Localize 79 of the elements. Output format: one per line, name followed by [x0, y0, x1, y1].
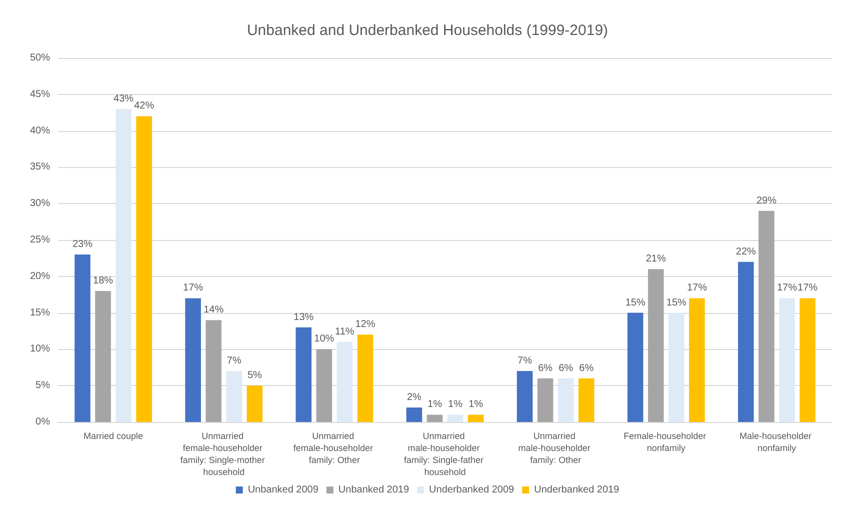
data-label: 14%	[204, 304, 224, 316]
y-tick-label: 15%	[30, 307, 50, 318]
bar	[185, 298, 201, 422]
data-label: 15%	[666, 297, 687, 308]
y-tick-label: 10%	[30, 344, 50, 355]
bar	[627, 312, 644, 422]
bar	[738, 262, 754, 422]
bar	[800, 298, 816, 422]
bar	[537, 378, 554, 422]
bar	[758, 210, 774, 422]
bar	[116, 108, 132, 422]
x-tick-label: Female-householder nonfamily	[624, 431, 709, 453]
data-label: 17%	[686, 282, 708, 294]
y-tick-label: 30%	[30, 198, 50, 210]
x-tick-label: Male-householder nonfamily	[739, 431, 814, 453]
y-tick-label: 20%	[30, 270, 50, 282]
y-tick-label: 0%	[36, 416, 50, 428]
bar	[316, 349, 332, 422]
data-label: 1%	[468, 399, 484, 410]
legend-label: Underbanked 2019	[534, 484, 620, 496]
data-label: 43%	[114, 93, 134, 104]
bar	[357, 334, 374, 422]
data-label: 21%	[646, 254, 666, 265]
y-tick-label: 35%	[30, 162, 50, 173]
bar	[689, 298, 705, 422]
data-label: 1%	[428, 399, 442, 410]
y-tick-label: 5%	[36, 380, 50, 392]
bar	[296, 327, 312, 422]
legend-label: Unbanked 2009	[248, 484, 319, 496]
data-label: 1%	[448, 399, 463, 410]
bar	[336, 342, 353, 422]
bar	[447, 414, 464, 422]
data-label: 11%	[335, 326, 354, 338]
data-label: 5%	[247, 370, 262, 382]
bar	[95, 290, 111, 422]
data-label: 7%	[518, 356, 532, 367]
y-tick-label: 40%	[30, 125, 50, 136]
y-tick-label: 50%	[30, 52, 50, 64]
bar	[648, 269, 664, 422]
chart-title: Unbanked and Underbanked Households (1999-2019)	[246, 22, 608, 39]
data-label: 15%	[625, 297, 646, 308]
data-label: 17%	[183, 282, 204, 294]
y-tick-label: 45%	[30, 88, 50, 100]
bar	[468, 414, 484, 422]
bar	[226, 371, 242, 422]
bar	[246, 386, 263, 422]
data-label: 17%	[776, 282, 798, 294]
bar	[136, 116, 152, 422]
bar	[668, 312, 684, 422]
bar	[206, 320, 222, 422]
data-label: 18%	[93, 275, 114, 286]
x-tick-label: Unmarried female-householder family: Other	[293, 431, 376, 465]
y-tick-label: 25%	[30, 234, 50, 246]
data-label: 22%	[736, 246, 756, 258]
data-label: 6%	[538, 362, 553, 374]
bar	[558, 378, 574, 422]
bar	[406, 407, 422, 422]
data-label: 10%	[314, 334, 334, 345]
data-label: 29%	[756, 195, 777, 206]
x-tick-label: Unmarried male-householder family: Other	[518, 431, 593, 465]
data-label: 13%	[294, 312, 314, 323]
legend-label: Underbanked 2009	[429, 484, 515, 496]
data-label: 17%	[798, 282, 818, 294]
x-tick-label: Married couple	[84, 431, 144, 441]
bar	[516, 371, 533, 422]
data-label: 12%	[355, 319, 376, 330]
data-label: 42%	[134, 100, 154, 112]
data-label: 6%	[558, 362, 574, 374]
data-label: 7%	[226, 356, 242, 367]
x-tick-label: Unmarried male-householder family: Single-father household	[404, 431, 486, 477]
bar	[578, 378, 594, 422]
bar	[779, 298, 795, 422]
bar	[426, 414, 443, 422]
data-label: 23%	[72, 239, 93, 250]
data-label: 6%	[579, 362, 594, 374]
bar	[74, 254, 90, 422]
x-tick-label: Unmarried female-householder family: Single-mother household	[180, 431, 268, 477]
data-label: 2%	[406, 392, 422, 403]
legend-label: Unbanked 2019	[338, 484, 410, 496]
